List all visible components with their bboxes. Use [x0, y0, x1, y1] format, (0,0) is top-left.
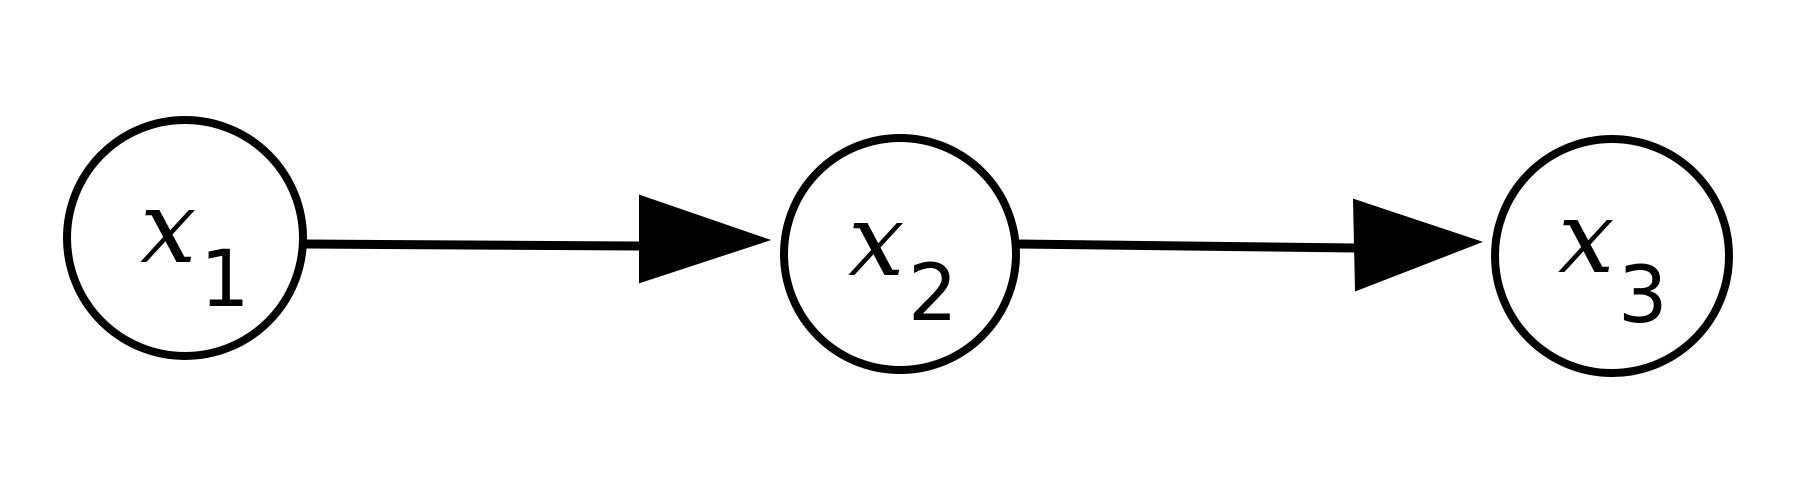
edge-x1-x2-line [305, 239, 641, 251]
node-x1-subscript: 1 [200, 235, 250, 325]
node-x2-circle [780, 134, 1020, 374]
node-x2-variable: x [848, 182, 904, 299]
edge-x2-x3-line [1017, 239, 1357, 253]
node-x3-variable: x [1558, 179, 1614, 296]
node-x1-variable: x [140, 169, 196, 286]
edge-x2-x3-arrowhead [1352, 198, 1483, 292]
node-x3-circle [1491, 135, 1733, 377]
edge-x1-x2 [305, 194, 772, 284]
edge-x2-x3 [1017, 198, 1483, 292]
node-x2-subscript: 2 [908, 249, 958, 339]
node-x1-circle [63, 116, 307, 360]
node-x2: x 2 [780, 134, 1020, 374]
node-x3: x 3 [1491, 135, 1733, 377]
node-x1: x 1 [63, 116, 307, 360]
edge-x1-x2-arrowhead [639, 194, 772, 284]
node-x3-subscript: 3 [1618, 251, 1668, 341]
